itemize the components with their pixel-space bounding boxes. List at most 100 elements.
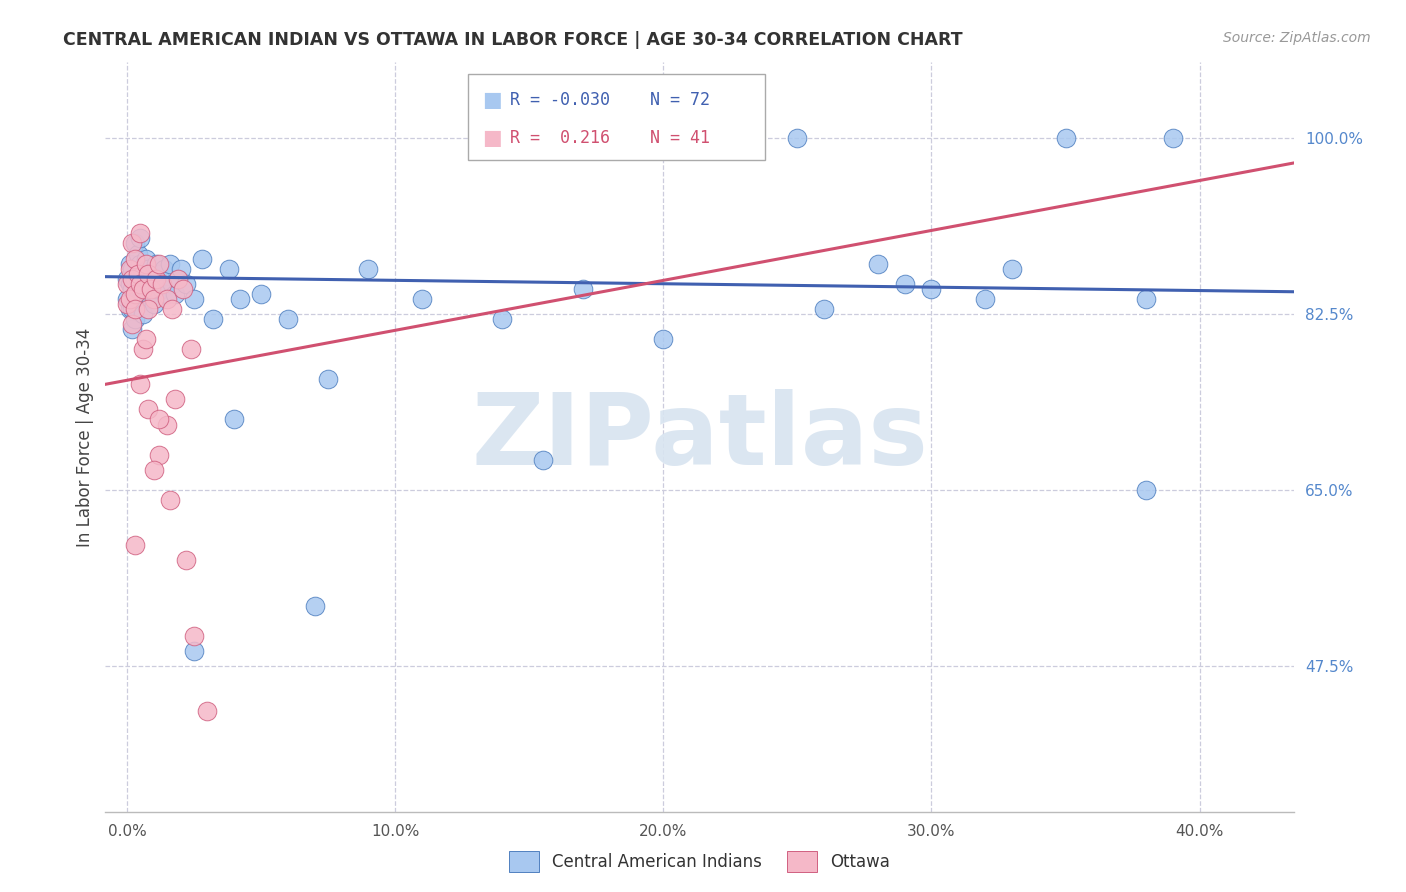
Point: [115, 292, 138, 306]
Point: [118, 277, 141, 291]
Text: ■: ■: [482, 90, 502, 110]
Point: [121, 282, 143, 296]
Point: [138, 267, 160, 281]
Point: [974, 292, 997, 306]
Point: [148, 412, 170, 426]
Point: [172, 282, 194, 296]
Point: [165, 286, 187, 301]
Point: [132, 282, 155, 296]
Point: [218, 261, 240, 276]
Point: [121, 301, 143, 316]
Point: [162, 301, 184, 316]
Point: [121, 271, 143, 285]
Point: [167, 271, 190, 285]
Point: [132, 267, 155, 281]
Point: [183, 644, 205, 658]
Point: [316, 372, 339, 386]
Point: [180, 342, 202, 356]
Point: [138, 286, 160, 301]
Point: [118, 261, 141, 276]
Text: R =  0.216    N = 41: R = 0.216 N = 41: [510, 128, 710, 147]
Point: [813, 301, 835, 316]
Point: [115, 271, 138, 285]
Point: [129, 231, 152, 245]
Point: [652, 131, 675, 145]
Point: [786, 131, 808, 145]
Text: ZIPatlas: ZIPatlas: [471, 389, 928, 485]
Point: [277, 312, 299, 326]
Point: [183, 629, 205, 643]
Point: [156, 286, 179, 301]
Point: [156, 292, 179, 306]
Point: [135, 257, 157, 271]
Point: [148, 267, 170, 281]
Point: [183, 292, 205, 306]
Point: [145, 257, 167, 271]
Point: [129, 257, 152, 271]
Point: [127, 267, 149, 281]
Point: [228, 292, 250, 306]
Point: [142, 292, 165, 306]
Point: [165, 392, 187, 407]
Point: [167, 271, 190, 285]
Point: [124, 236, 146, 251]
Point: [866, 257, 889, 271]
Point: [124, 271, 146, 285]
Y-axis label: In Labor Force | Age 30-34: In Labor Force | Age 30-34: [76, 327, 94, 547]
Point: [124, 252, 146, 266]
Point: [250, 286, 273, 301]
Point: [145, 282, 167, 296]
Point: [138, 402, 160, 417]
Point: [1135, 292, 1157, 306]
Point: [145, 271, 167, 285]
Point: [174, 553, 197, 567]
Point: [121, 261, 143, 276]
Point: [224, 412, 246, 426]
Point: [139, 271, 162, 285]
Point: [118, 292, 141, 306]
Point: [129, 277, 152, 291]
Text: R = -0.030    N = 72: R = -0.030 N = 72: [510, 91, 710, 109]
Point: [118, 257, 141, 271]
Point: [150, 277, 173, 291]
Point: [129, 377, 152, 392]
Text: CENTRAL AMERICAN INDIAN VS OTTAWA IN LABOR FORCE | AGE 30-34 CORRELATION CHART: CENTRAL AMERICAN INDIAN VS OTTAWA IN LAB…: [63, 31, 963, 49]
Point: [411, 292, 433, 306]
Point: [118, 301, 141, 316]
Point: [153, 261, 176, 276]
Point: [652, 332, 675, 346]
Point: [135, 252, 157, 266]
Point: [1135, 483, 1157, 497]
Point: [124, 538, 146, 552]
Point: [121, 322, 143, 336]
Text: ■: ■: [482, 128, 502, 148]
Point: [162, 277, 184, 291]
Point: [159, 492, 181, 507]
Point: [129, 227, 152, 241]
Point: [132, 286, 155, 301]
Point: [201, 312, 224, 326]
Point: [1054, 131, 1077, 145]
Point: [142, 277, 165, 291]
Text: Source: ZipAtlas.com: Source: ZipAtlas.com: [1223, 31, 1371, 45]
Point: [127, 246, 149, 260]
Legend: Central American Indians, Ottawa: Central American Indians, Ottawa: [502, 845, 897, 879]
Point: [121, 317, 143, 331]
Point: [129, 282, 152, 296]
Point: [652, 131, 675, 145]
Point: [1001, 261, 1024, 276]
Point: [304, 599, 326, 613]
Point: [195, 704, 218, 718]
Point: [139, 282, 162, 296]
Point: [139, 292, 162, 306]
Point: [150, 282, 173, 296]
Point: [148, 448, 170, 462]
Point: [132, 307, 155, 321]
Point: [572, 282, 595, 296]
Point: [491, 312, 513, 326]
Point: [115, 277, 138, 291]
Point: [124, 286, 146, 301]
Point: [135, 271, 157, 285]
Point: [174, 277, 197, 291]
Point: [124, 292, 146, 306]
